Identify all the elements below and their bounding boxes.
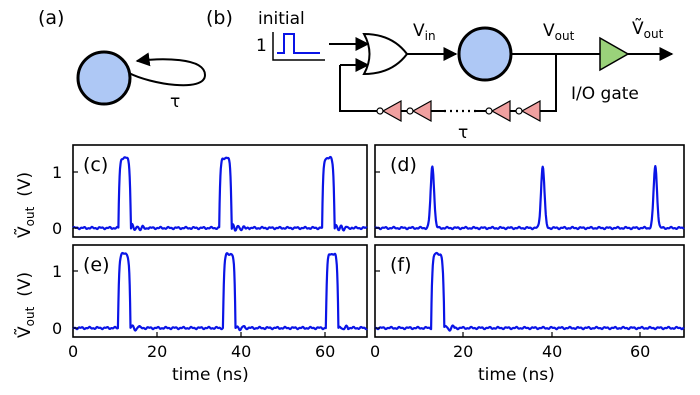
y-tick-c-1: 1 — [52, 163, 62, 182]
trace-c — [72, 155, 368, 232]
x-tick-e-40: 40 — [231, 342, 251, 361]
panel-label-f: (f) — [390, 254, 412, 276]
panel-label-a: (a) — [38, 7, 64, 29]
y-axis-label-top: Ṽout(V) — [13, 172, 37, 238]
inverter-chain-right — [476, 99, 541, 123]
initial-axis — [272, 32, 325, 61]
plot-frame-c — [72, 144, 368, 238]
x-tick-f-0: 0 — [370, 342, 380, 361]
x-tick-e-0: 0 — [68, 342, 78, 361]
inverter-bubble-3 — [406, 107, 414, 115]
inverter-bubble-1 — [515, 107, 523, 115]
inverter-4 — [381, 99, 402, 123]
vout-tilde-label: Ṽout — [632, 17, 664, 41]
plot-frame-f — [374, 244, 685, 338]
vout-label: Vout — [543, 21, 575, 43]
x-tick-e-20: 20 — [147, 342, 167, 361]
y-tick-e-1: 1 — [52, 262, 62, 281]
panel-label-b: (b) — [206, 7, 233, 29]
y-tick-c-0: 0 — [52, 219, 62, 238]
trace-f — [374, 251, 685, 332]
panel-label-e: (e) — [83, 254, 110, 276]
feedback-wire-left — [339, 65, 368, 112]
x-tick-f-40: 40 — [542, 342, 562, 361]
plot-frame-e — [72, 244, 368, 338]
x-tick-f-20: 20 — [453, 342, 473, 361]
x-tick-e-60: 60 — [315, 342, 335, 361]
x-axis-label-left: time (ns) — [172, 365, 249, 385]
feedback-wire-right — [540, 54, 557, 112]
panel-label-c: (c) — [83, 154, 108, 176]
y-tick-e-0: 0 — [52, 319, 62, 338]
x-tick-f-60: 60 — [630, 342, 650, 361]
vin-label: Vin — [413, 21, 436, 43]
panel-label-d: (d) — [390, 154, 417, 176]
node-a — [76, 50, 132, 106]
x-axis-label-right: time (ns) — [478, 365, 555, 385]
io-gate — [599, 36, 630, 72]
tick-marks — [73, 171, 641, 337]
inverter-bubble-2 — [485, 107, 493, 115]
feedback-loop-a — [128, 52, 207, 87]
or-gate — [362, 32, 409, 76]
tau-label-a: τ — [170, 92, 180, 112]
initial-label: initial — [258, 9, 305, 29]
plot-frame-d — [374, 144, 685, 238]
initial-level: 1 — [256, 36, 267, 56]
trace-d — [374, 165, 685, 231]
inverter-3 — [411, 99, 432, 123]
initial-pulse — [277, 33, 320, 54]
inverter-1 — [520, 99, 541, 123]
node-b — [457, 26, 513, 82]
y-axis-label-bottom: Ṽout(V) — [13, 272, 37, 338]
inverter-2 — [490, 99, 511, 123]
tau-label-b: τ — [458, 123, 468, 143]
inverter-bubble-4 — [376, 107, 384, 115]
trace-e — [72, 251, 368, 332]
io-gate-label: I/O gate — [571, 84, 639, 104]
inverter-chain-left — [368, 99, 444, 123]
